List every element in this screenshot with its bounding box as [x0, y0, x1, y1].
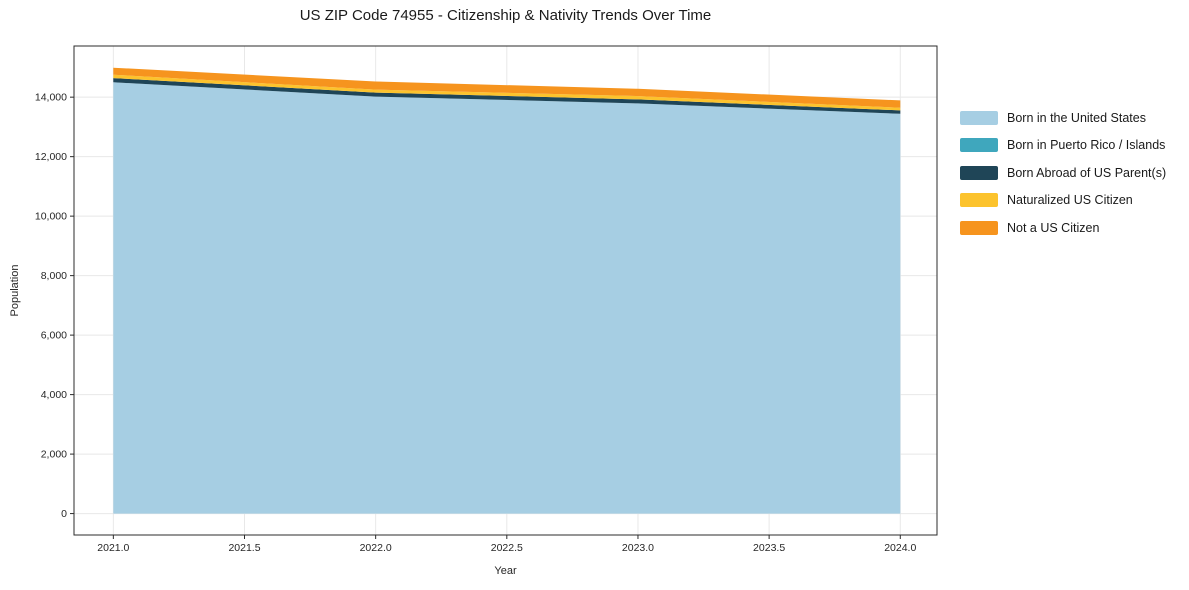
y-tick-label: 12,000	[35, 151, 67, 163]
legend-swatch-icon	[960, 110, 998, 125]
legend-swatch-icon	[960, 165, 998, 180]
x-tick-label: 2024.0	[884, 542, 916, 554]
area-naturalized-us-citizen	[113, 74, 901, 111]
area-born-abroad-of-us-parent-s	[113, 78, 901, 114]
stacked-areas	[113, 67, 901, 514]
legend-label: Born in the United States	[1007, 110, 1146, 125]
x-axis-label: Year	[494, 565, 517, 577]
x-tick-label: 2021.0	[97, 542, 129, 554]
y-tick-label: 4,000	[41, 389, 67, 401]
y-tick-label: 10,000	[35, 211, 67, 223]
legend-item-naturalized-us-citizen: Naturalized US Citizen	[960, 187, 1166, 215]
y-axis-label: Population	[9, 265, 21, 317]
legend-swatch-icon	[960, 220, 998, 235]
y-tick-label: 2,000	[41, 449, 67, 461]
legend-item-born-abroad-of-us-parent-s: Born Abroad of US Parent(s)	[960, 159, 1166, 187]
legend: Born in the United States Born in Puerto …	[960, 104, 1166, 242]
y-tick-label: 14,000	[35, 92, 67, 104]
axis-ticks: 2021.0 2021.5 2022.0 2022.5 2023.0 2023.5 2024…	[35, 92, 917, 554]
chart-title: US ZIP Code 74955 - Citizenship & Nativi…	[299, 7, 712, 24]
area-not-a-us-citizen	[113, 67, 901, 108]
legend-swatch-icon	[960, 138, 998, 153]
legend-item-born-in-the-united-states: Born in the United States	[960, 104, 1166, 132]
x-tick-label: 2022.5	[491, 542, 523, 554]
legend-swatch-icon	[960, 193, 998, 208]
legend-item-born-in-puerto-rico-islands: Born in Puerto Rico / Islands	[960, 132, 1166, 160]
legend-item-not-a-us-citizen: Not a US Citizen	[960, 214, 1166, 242]
area-born-in-the-united-states	[113, 82, 901, 514]
x-tick-label: 2022.0	[360, 542, 392, 554]
legend-label: Born in Puerto Rico / Islands	[1007, 138, 1166, 153]
legend-label: Not a US Citizen	[1007, 220, 1100, 235]
x-tick-label: 2023.0	[622, 542, 654, 554]
legend-label: Naturalized US Citizen	[1007, 193, 1133, 208]
y-tick-label: 8,000	[41, 270, 67, 282]
legend-label: Born Abroad of US Parent(s)	[1007, 165, 1167, 180]
y-tick-label: 0	[61, 508, 67, 520]
y-tick-label: 6,000	[41, 330, 67, 342]
axes-frame	[73, 45, 938, 536]
x-tick-label: 2021.5	[228, 542, 260, 554]
x-tick-label: 2023.5	[753, 542, 785, 554]
